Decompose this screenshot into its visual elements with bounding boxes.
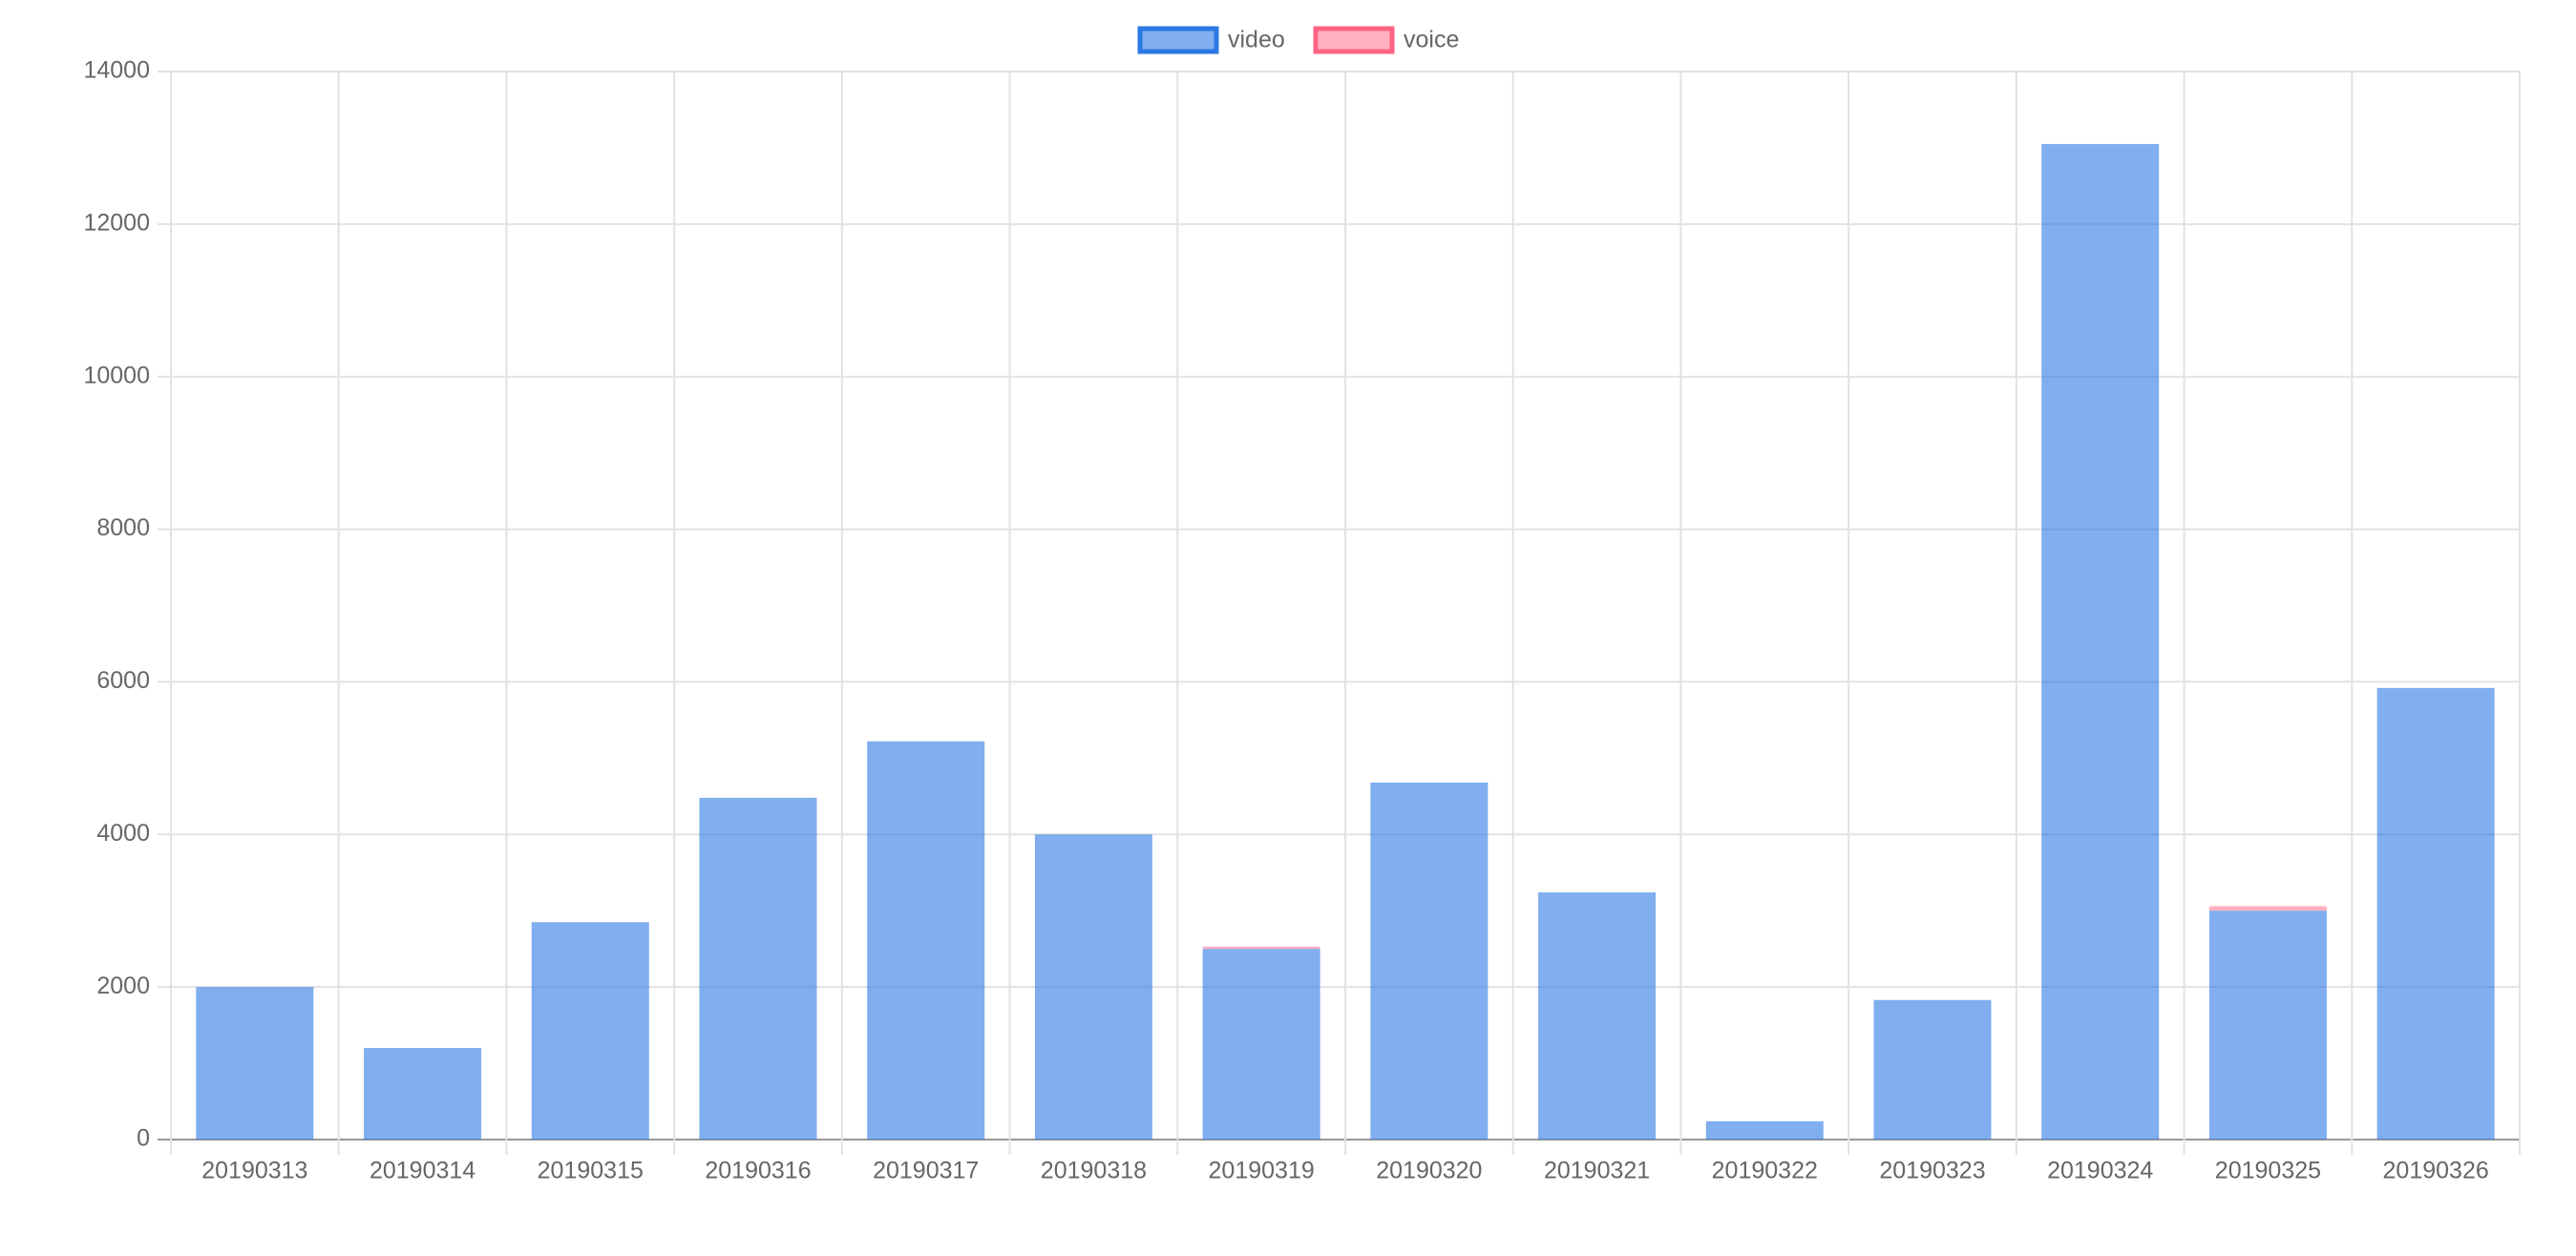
x-tick-label: 20190318: [1041, 1158, 1147, 1184]
x-tick-label: 20190322: [1712, 1158, 1818, 1184]
y-tick-label: 8000: [96, 514, 150, 541]
x-tick-label: 20190323: [1879, 1158, 1985, 1184]
bar: [2208, 906, 2327, 911]
x-tick-label: 20190320: [1376, 1158, 1482, 1184]
bar: [364, 1048, 482, 1140]
y-tick-label: 4000: [96, 820, 150, 847]
legend-label: voice: [1404, 27, 1459, 53]
x-tick-label: 20190317: [873, 1158, 979, 1184]
bar: [867, 741, 985, 1140]
bar: [1202, 949, 1320, 1140]
legend-swatch: [1313, 26, 1395, 54]
bar: [196, 987, 314, 1140]
y-tick-label: 6000: [96, 667, 150, 694]
x-tick-label: 20190315: [538, 1158, 644, 1184]
legend-swatch: [1137, 26, 1219, 54]
legend-label: video: [1228, 27, 1285, 53]
bar: [1873, 999, 1992, 1140]
y-tick-label: 14000: [83, 57, 150, 84]
bar: [2208, 911, 2327, 1140]
y-tick-label: 2000: [96, 973, 150, 999]
x-tick-label: 20190326: [2383, 1158, 2489, 1184]
bar: [1202, 946, 1320, 950]
x-tick-label: 20190324: [2047, 1158, 2153, 1184]
bar: [1370, 782, 1489, 1140]
x-tick-label: 20190319: [1209, 1158, 1315, 1184]
x-tick-label: 20190314: [370, 1158, 475, 1184]
bar: [1705, 1120, 1824, 1140]
x-tick-label: 20190325: [2215, 1158, 2321, 1184]
bar: [1034, 834, 1152, 1140]
x-tick-label: 20190316: [705, 1158, 811, 1184]
x-tick-label: 20190313: [201, 1158, 307, 1184]
bar: [531, 922, 649, 1140]
y-tick-label: 0: [137, 1125, 150, 1152]
bar: [2041, 143, 2160, 1141]
bar: [1538, 892, 1657, 1140]
x-tick-label: 20190321: [1544, 1158, 1650, 1184]
bar: [699, 797, 817, 1140]
y-tick-label: 10000: [83, 362, 150, 388]
bar: [2376, 687, 2495, 1140]
y-tick-label: 12000: [83, 209, 150, 236]
